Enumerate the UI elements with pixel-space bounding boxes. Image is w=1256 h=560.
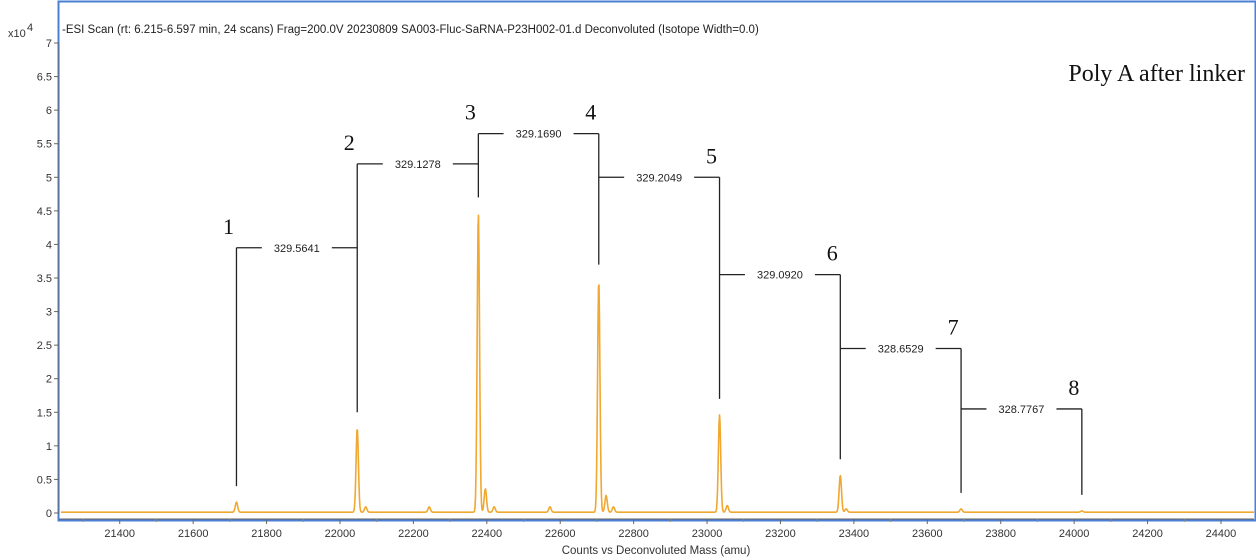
x-tick-label: 23600 (912, 528, 943, 540)
y-tick-label: 0 (46, 508, 52, 520)
x-tick-label: 21600 (178, 528, 209, 540)
peak-number-label: 3 (465, 100, 476, 125)
y-multiplier: x10 (8, 28, 26, 40)
peak-number-label: 6 (827, 241, 838, 266)
y-tick-label: 5 (46, 172, 52, 184)
x-tick-label: 23200 (765, 528, 796, 540)
mass-difference-label: 328.6529 (878, 344, 924, 356)
spectrum-trace (60, 214, 1255, 513)
mass-difference-label: 328.7767 (999, 404, 1045, 416)
y-tick-label: 3.5 (37, 273, 52, 285)
x-tick-label: 21400 (104, 528, 135, 540)
x-tick-label: 22200 (398, 528, 429, 540)
x-tick-label: 24000 (1059, 528, 1090, 540)
y-tick-label: 4 (46, 239, 52, 251)
x-tick-label: 24400 (1206, 528, 1237, 540)
mass-difference-label: 329.5641 (274, 243, 320, 255)
bracket-layer (235, 132, 1083, 495)
peak-number-label: 2 (344, 130, 355, 155)
chart-title: -ESI Scan (rt: 6.215-6.597 min, 24 scans… (62, 24, 759, 36)
y-tick-label: 6.5 (37, 72, 52, 84)
y-tick-label: 0.5 (37, 474, 52, 486)
x-tick-label: 23000 (692, 528, 723, 540)
peak-label-layer: 1 2 3 4 5 6 7 8 329.5641 329.1278 329.1690 329.2049… (223, 100, 1079, 416)
y-axis: 0 0.5 1 1.5 2 2.5 3 3.5 4 4.5 5 5.5 6 6.5 7 (37, 38, 60, 520)
peak-number-label: 8 (1068, 375, 1079, 400)
y-tick-label: 3 (46, 307, 52, 319)
peak-number-label: 4 (585, 100, 596, 125)
y-tick-label: 1.5 (37, 407, 52, 419)
mass-difference-label: 329.1690 (516, 129, 562, 141)
spectrum-trace-layer (60, 214, 1255, 513)
poly-a-annotation: Poly A after linker (1068, 61, 1245, 87)
y-tick-label: 7 (46, 38, 52, 50)
x-tick-label: 23800 (985, 528, 1016, 540)
x-tick-label: 24200 (1132, 528, 1163, 540)
x-tick-label: 22800 (618, 528, 649, 540)
x-tick-label: 22000 (325, 528, 356, 540)
y-tick-label: 2.5 (37, 340, 52, 352)
x-tick-label: 21800 (251, 528, 282, 540)
y-tick-label: 5.5 (37, 139, 52, 151)
mass-difference-label: 329.1278 (395, 159, 441, 171)
peak-number-label: 5 (706, 143, 717, 168)
y-tick-label: 6 (46, 105, 52, 117)
peak-number-label: 1 (223, 214, 234, 239)
x-tick-label: 23400 (839, 528, 870, 540)
y-tick-label: 4.5 (37, 206, 52, 218)
mass-difference-label: 329.2049 (636, 172, 682, 184)
y-tick-label: 2 (46, 374, 52, 386)
mass-difference-label: 329.0920 (757, 270, 803, 282)
peak-number-label: 7 (948, 315, 959, 340)
x-tick-label: 22400 (472, 528, 503, 540)
x-axis: 21400 21600 21800 22000 22200 22400 22600 22800… (59, 518, 1254, 540)
x-axis-label: Counts vs Deconvoluted Mass (amu) (562, 545, 751, 557)
x-tick-label: 22600 (545, 528, 576, 540)
y-exponent: 4 (27, 22, 33, 34)
y-tick-label: 1 (46, 441, 52, 453)
